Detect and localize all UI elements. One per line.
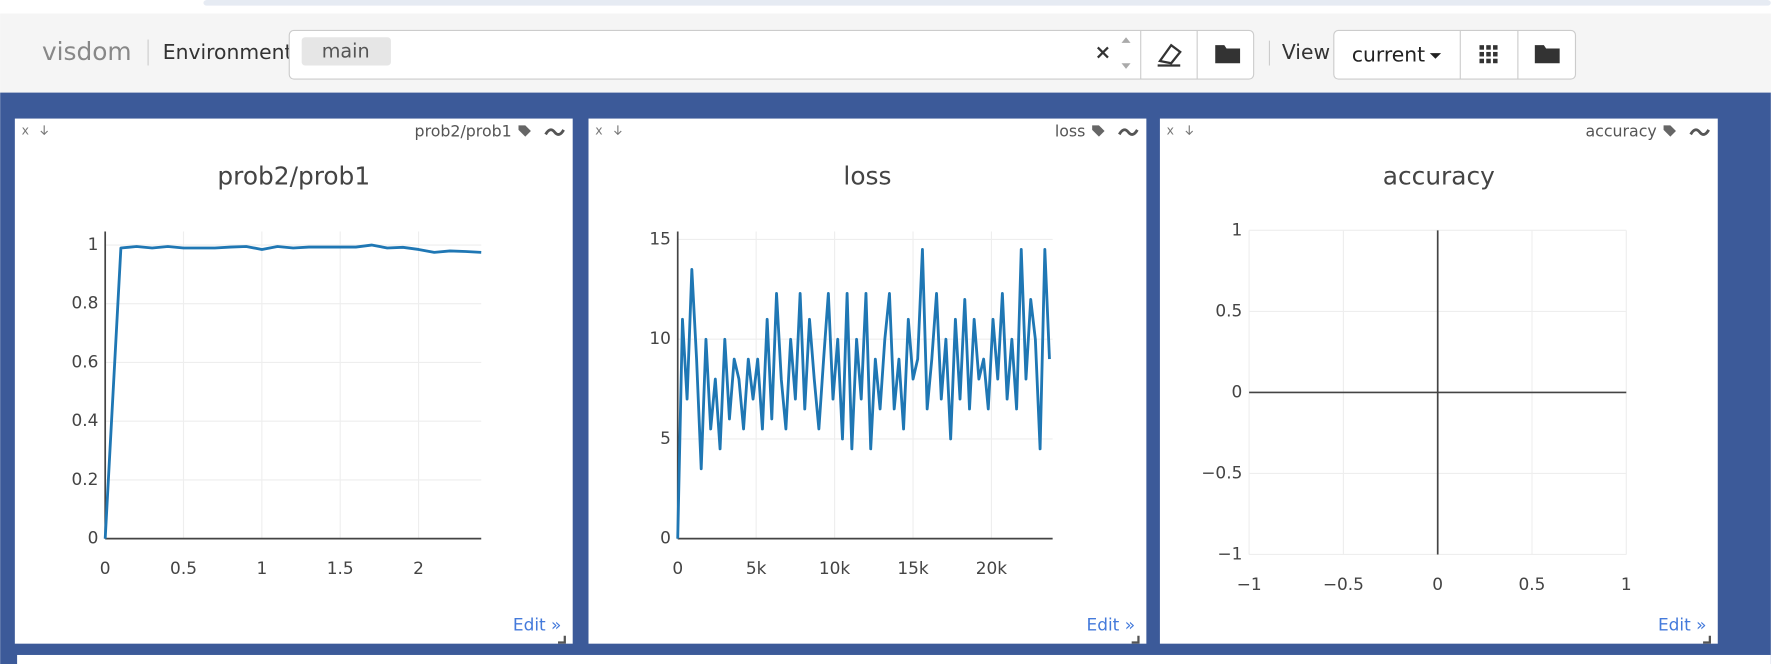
y-tick-label: 0.8 — [71, 293, 98, 313]
y-tick-label: 5 — [660, 428, 671, 448]
edit-link[interactable]: Edit » — [1658, 615, 1707, 635]
dropdown-caret[interactable] — [1429, 53, 1442, 59]
environment-select[interactable] — [288, 29, 1255, 80]
close-button[interactable]: x — [595, 122, 602, 137]
clear-icon[interactable] — [1097, 46, 1109, 59]
pin-icon[interactable] — [40, 125, 48, 136]
smooth-icon[interactable] — [1118, 128, 1139, 136]
grid-button[interactable] — [1479, 45, 1498, 64]
x-tick-label: 15k — [897, 558, 929, 578]
eraser-button[interactable] — [1157, 43, 1182, 67]
x-tick-label: 1 — [256, 558, 267, 578]
smooth-icon[interactable] — [544, 128, 565, 136]
footer-strip — [17, 654, 1771, 664]
x-tick-label: 20k — [976, 558, 1008, 578]
x-tick-label: −0.5 — [1323, 574, 1364, 594]
x-tick-label: −1 — [1237, 574, 1262, 594]
x-tick-label: 0 — [1432, 574, 1443, 594]
y-tick-label: 0.4 — [71, 410, 98, 430]
data-line — [103, 243, 482, 539]
x-tick-label: 1 — [1621, 574, 1632, 594]
x-tick-label: 0.5 — [170, 558, 197, 578]
y-tick-label: 0.2 — [71, 469, 98, 489]
y-tick-label: 15 — [649, 228, 671, 248]
close-button[interactable]: x — [1167, 122, 1174, 137]
y-tick-label: 0 — [1232, 381, 1243, 401]
x-tick-label: 5k — [746, 558, 767, 578]
y-tick-label: 0.6 — [71, 351, 98, 371]
environment-tag[interactable] — [301, 37, 391, 66]
view-select[interactable]: current — [1352, 42, 1425, 66]
pane-label: prob2/prob1 — [415, 122, 512, 141]
folder-button[interactable] — [1534, 45, 1560, 64]
tag-icon[interactable] — [1092, 125, 1105, 137]
tag-icon[interactable] — [1663, 125, 1676, 137]
pin-icon[interactable] — [1185, 125, 1194, 136]
resize-handle[interactable] — [558, 635, 566, 644]
y-tick-label: 0 — [660, 528, 671, 548]
y-tick-label: 0.5 — [1215, 300, 1242, 320]
x-tick-label: 0.5 — [1519, 574, 1546, 594]
edit-link[interactable]: Edit » — [1087, 615, 1136, 635]
pane — [1159, 118, 1718, 644]
tag-icon[interactable] — [518, 125, 531, 137]
pane-label: accuracy — [1585, 122, 1656, 141]
view-label: View — [1282, 40, 1330, 64]
chart-title: prob2/prob1 — [217, 161, 370, 190]
pane — [14, 118, 573, 644]
smooth-icon[interactable] — [1689, 128, 1710, 136]
pane-label: loss — [1055, 122, 1086, 141]
browser-tab-strip — [203, 0, 1771, 6]
view-buttons — [1333, 29, 1577, 80]
close-button[interactable]: x — [22, 122, 29, 137]
chart-title: accuracy — [1383, 161, 1495, 190]
pin-icon[interactable] — [614, 125, 622, 136]
brand[interactable]: visdom — [42, 37, 132, 66]
resize-handle[interactable] — [1131, 635, 1140, 644]
data-line — [676, 248, 1051, 539]
y-tick-label: −1 — [1217, 543, 1242, 563]
y-tick-label: 1 — [1232, 219, 1243, 239]
y-tick-label: 0 — [88, 528, 99, 548]
y-tick-label: 10 — [649, 328, 671, 348]
environment-tag-label: main — [322, 39, 370, 62]
y-tick-label: −0.5 — [1201, 462, 1242, 482]
resize-handle[interactable] — [1703, 635, 1711, 644]
chart-title: loss — [843, 161, 891, 190]
folder-button[interactable] — [1215, 45, 1241, 64]
x-tick-label: 10k — [819, 558, 851, 578]
y-tick-label: 1 — [88, 234, 99, 254]
environment-label: Environment — [163, 40, 293, 64]
x-tick-label: 2 — [413, 558, 424, 578]
edit-link[interactable]: Edit » — [513, 615, 562, 635]
x-tick-label: 0 — [672, 558, 683, 578]
x-tick-label: 0 — [100, 558, 111, 578]
x-tick-label: 1.5 — [327, 558, 354, 578]
